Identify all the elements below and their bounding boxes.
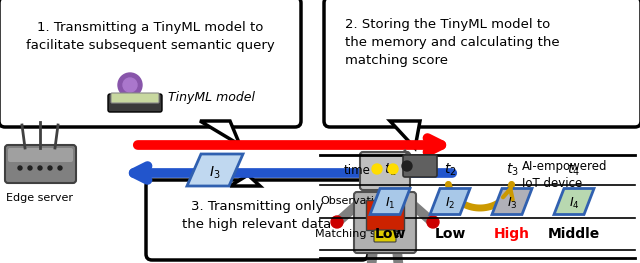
Text: time: time xyxy=(344,164,371,176)
FancyBboxPatch shape xyxy=(5,145,76,183)
Text: $I_1$: $I_1$ xyxy=(385,196,396,211)
Text: 1. Transmitting a TinyML model to
facilitate subsequent semantic query: 1. Transmitting a TinyML model to facili… xyxy=(26,21,275,52)
Text: TinyML model: TinyML model xyxy=(168,90,255,104)
Polygon shape xyxy=(230,175,260,186)
Text: $t_3$: $t_3$ xyxy=(506,162,518,178)
FancyBboxPatch shape xyxy=(146,180,368,260)
Circle shape xyxy=(118,73,142,97)
Text: AI-empowered
IoT device: AI-empowered IoT device xyxy=(522,160,607,190)
FancyBboxPatch shape xyxy=(403,155,437,177)
Text: $t_4$: $t_4$ xyxy=(568,162,580,178)
Circle shape xyxy=(123,78,137,92)
Circle shape xyxy=(18,166,22,170)
Text: $t_2$: $t_2$ xyxy=(444,162,456,178)
Circle shape xyxy=(28,166,32,170)
Text: 3. Transmitting only
the high relevant data: 3. Transmitting only the high relevant d… xyxy=(182,200,332,231)
Text: Middle: Middle xyxy=(548,227,600,241)
Text: Low: Low xyxy=(374,227,406,241)
Text: $I_2$: $I_2$ xyxy=(445,196,455,211)
Polygon shape xyxy=(492,189,532,215)
Polygon shape xyxy=(554,189,594,215)
Text: $I_3$: $I_3$ xyxy=(507,196,517,211)
Text: Matching score: Matching score xyxy=(315,229,399,239)
Polygon shape xyxy=(390,121,420,148)
Text: 2. Storing the TinyML model to
the memory and calculating the
matching score: 2. Storing the TinyML model to the memor… xyxy=(345,18,559,67)
Polygon shape xyxy=(200,121,240,145)
Circle shape xyxy=(48,166,52,170)
Text: High: High xyxy=(494,227,530,241)
Text: $I_4$: $I_4$ xyxy=(569,196,579,211)
Text: Observations: Observations xyxy=(320,196,394,206)
Polygon shape xyxy=(430,189,470,215)
FancyBboxPatch shape xyxy=(366,200,404,230)
Polygon shape xyxy=(370,189,410,215)
Circle shape xyxy=(388,164,398,174)
Circle shape xyxy=(372,164,382,174)
Circle shape xyxy=(402,161,412,171)
Text: $I_3$: $I_3$ xyxy=(209,165,221,181)
Text: Edge server: Edge server xyxy=(6,193,74,203)
FancyBboxPatch shape xyxy=(108,94,162,112)
Circle shape xyxy=(331,216,343,228)
Text: Low: Low xyxy=(435,227,466,241)
Text: $t_1$: $t_1$ xyxy=(383,162,396,178)
FancyBboxPatch shape xyxy=(324,0,640,127)
FancyBboxPatch shape xyxy=(374,230,396,242)
Circle shape xyxy=(38,166,42,170)
FancyBboxPatch shape xyxy=(111,93,159,103)
Circle shape xyxy=(427,216,439,228)
FancyBboxPatch shape xyxy=(8,148,73,162)
Polygon shape xyxy=(187,154,243,186)
Circle shape xyxy=(58,166,62,170)
FancyBboxPatch shape xyxy=(354,192,416,253)
FancyBboxPatch shape xyxy=(360,152,410,190)
FancyBboxPatch shape xyxy=(0,0,301,127)
